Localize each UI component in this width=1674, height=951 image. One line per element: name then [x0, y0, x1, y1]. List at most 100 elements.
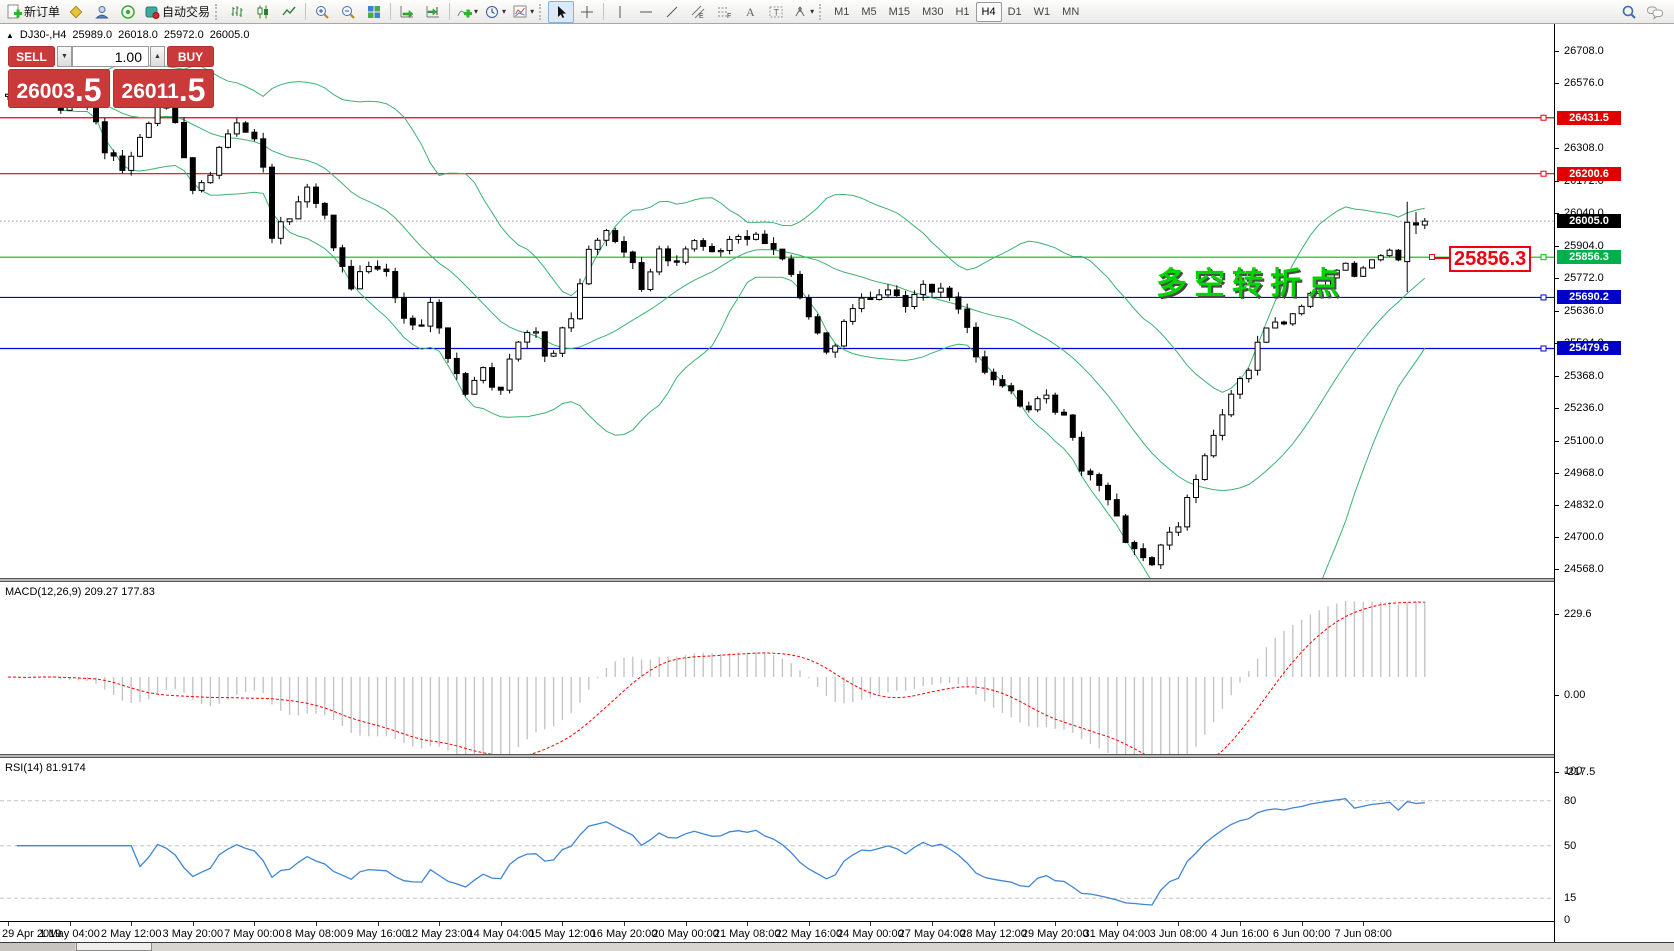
cursor-tool-button[interactable] — [548, 0, 575, 23]
price-tick-mark — [1555, 212, 1559, 214]
price-tick-label: 25100.0 — [1564, 434, 1604, 447]
profiles-button[interactable] — [89, 1, 115, 23]
timeframe-m30-button[interactable]: M30 — [922, 5, 944, 18]
price-tick-label: 25904.0 — [1564, 239, 1604, 252]
timeframe-m15-button[interactable]: M15 — [888, 5, 911, 18]
search-button[interactable] — [1616, 1, 1642, 23]
trendline-tool-button[interactable] — [659, 1, 685, 23]
time-tick-label: 7 May 00:00 — [224, 928, 285, 940]
price-tick-label: 24832.0 — [1564, 499, 1604, 512]
timeframe-d1-button[interactable]: D1 — [1007, 5, 1022, 18]
time-tick-label: 4 Jun 16:00 — [1211, 928, 1269, 940]
rsi-indicator-pane[interactable] — [0, 758, 1554, 922]
arrows-tool-button[interactable]: ▾ — [789, 1, 817, 23]
price-tick-mark — [1555, 569, 1559, 571]
autotrading-icon — [144, 4, 160, 20]
symbols-button[interactable] — [63, 1, 89, 23]
time-tick-mark — [1116, 922, 1118, 926]
candlestick-chart-button[interactable] — [250, 1, 276, 23]
rsi-axis-50: 50 — [1564, 840, 1577, 852]
price-tick-label: 26308.0 — [1564, 141, 1604, 154]
timeframe-m1-button[interactable]: M1 — [834, 5, 850, 18]
line-chart-icon — [281, 4, 297, 20]
collapse-marker-icon[interactable]: ▲ — [6, 30, 14, 40]
buy-price-button[interactable]: 26011.5 — [113, 69, 214, 108]
price-tick-mark — [1555, 375, 1559, 377]
price-axis[interactable]: 229.6 0.00 -217.5 100 80 50 15 0 26708.0… — [1554, 24, 1674, 942]
chat-button[interactable] — [1642, 1, 1668, 23]
time-tick-mark — [500, 922, 502, 926]
time-tick-label: 2 May 12:00 — [100, 928, 162, 940]
time-tick-label: 29 May 20:00 — [1021, 928, 1089, 940]
new-order-button[interactable]: 新订单 — [3, 1, 63, 23]
sell-button[interactable]: SELL — [8, 46, 55, 67]
time-tick-label: 8 May 08:00 — [285, 928, 347, 940]
timeframe-m5-button[interactable]: M5 — [861, 5, 877, 18]
rsi-label: RSI(14) 81.9174 — [5, 762, 86, 774]
line-chart-button[interactable] — [276, 1, 302, 23]
price-label-anchor-handle[interactable] — [1429, 254, 1435, 260]
timeframe-h4-button[interactable]: H4 — [975, 1, 1002, 22]
text-tool-button[interactable]: A — [737, 1, 763, 23]
autotrading-label: 自动交易 — [162, 5, 211, 19]
pane-splitter[interactable] — [0, 754, 1674, 758]
time-tick-mark — [69, 922, 71, 926]
time-tick-label: 9 May 16:00 — [347, 928, 408, 940]
toolbar: 新订单 自动交易 — [0, 0, 1674, 24]
autotrading-button[interactable]: 自动交易 — [141, 1, 213, 23]
timeframe-w1-button[interactable]: W1 — [1033, 5, 1051, 18]
price-tick-mark — [1555, 277, 1559, 279]
macd-axis-zero: 0.00 — [1564, 689, 1586, 701]
volume-increase-button[interactable]: ▲ — [150, 46, 165, 67]
tile-windows-button[interactable] — [361, 1, 387, 23]
vertical-line-tool-button[interactable] — [607, 1, 633, 23]
clock-icon — [484, 4, 500, 20]
bottom-scroll-strip[interactable] — [0, 942, 1674, 951]
vertical-line-icon — [612, 4, 628, 20]
equidistant-channel-tool-button[interactable]: E — [685, 1, 711, 23]
signals-button[interactable] — [115, 1, 141, 23]
macd-signal-value: 177.83 — [121, 586, 155, 598]
main-price-chart[interactable] — [0, 24, 1554, 578]
dropdown-arrow-icon: ▾ — [530, 7, 535, 16]
candlestick-chart-icon — [255, 4, 271, 20]
scrollbar-thumb[interactable] — [76, 943, 152, 951]
zoom-out-button[interactable] — [335, 1, 361, 23]
volume-input[interactable] — [72, 46, 149, 67]
channel-icon: E — [690, 4, 706, 20]
zoom-out-icon — [340, 4, 356, 20]
crosshair-tool-button[interactable] — [574, 1, 600, 23]
sell-price-button[interactable]: 26003.5 — [8, 69, 110, 108]
price-tick-mark — [1555, 537, 1559, 539]
text-label-tool-button[interactable]: T — [763, 1, 789, 23]
fibonacci-icon: F — [716, 4, 732, 20]
timeframe-mn-button[interactable]: MN — [1062, 5, 1080, 18]
volume-decrease-button[interactable]: ▼ — [57, 46, 72, 67]
horizontal-line-tool-button[interactable] — [633, 1, 659, 23]
floating-price-label[interactable]: 25856.3 — [1449, 246, 1532, 272]
time-tick-label: 6 Jun 00:00 — [1272, 928, 1331, 940]
svg-text:A: A — [746, 5, 755, 19]
zoom-in-button[interactable] — [309, 1, 335, 23]
svg-text:E: E — [699, 13, 704, 20]
dropdown-arrow-icon: ▾ — [474, 7, 479, 16]
indicators-button[interactable]: ▾ — [453, 1, 481, 23]
macd-tick-mark — [1555, 614, 1559, 615]
timeframe-h1-button[interactable]: H1 — [955, 5, 970, 18]
chart-shift-button[interactable] — [420, 1, 446, 23]
fibonacci-tool-button[interactable]: F — [711, 1, 737, 23]
scrollbar-track[interactable] — [0, 943, 75, 951]
periods-button[interactable]: ▾ — [481, 1, 509, 23]
macd-tick-mark — [1555, 695, 1559, 696]
chart-annotation-text: 多空转折点 — [1156, 266, 1346, 301]
macd-indicator-pane[interactable] — [0, 582, 1554, 754]
buy-button[interactable]: BUY — [167, 46, 214, 67]
chat-icon — [1646, 4, 1664, 20]
templates-button[interactable]: ▾ — [509, 1, 537, 23]
text-label-icon: T — [768, 4, 784, 20]
auto-scroll-button[interactable] — [394, 1, 420, 23]
bar-chart-button[interactable] — [224, 1, 250, 23]
pane-splitter[interactable] — [0, 578, 1674, 582]
time-axis[interactable]: 29 Apr 2019 1 May 04:00 2 May 12:00 3 May 2… — [0, 922, 1554, 942]
time-tick-label: 7 Jun 08:00 — [1334, 928, 1392, 940]
